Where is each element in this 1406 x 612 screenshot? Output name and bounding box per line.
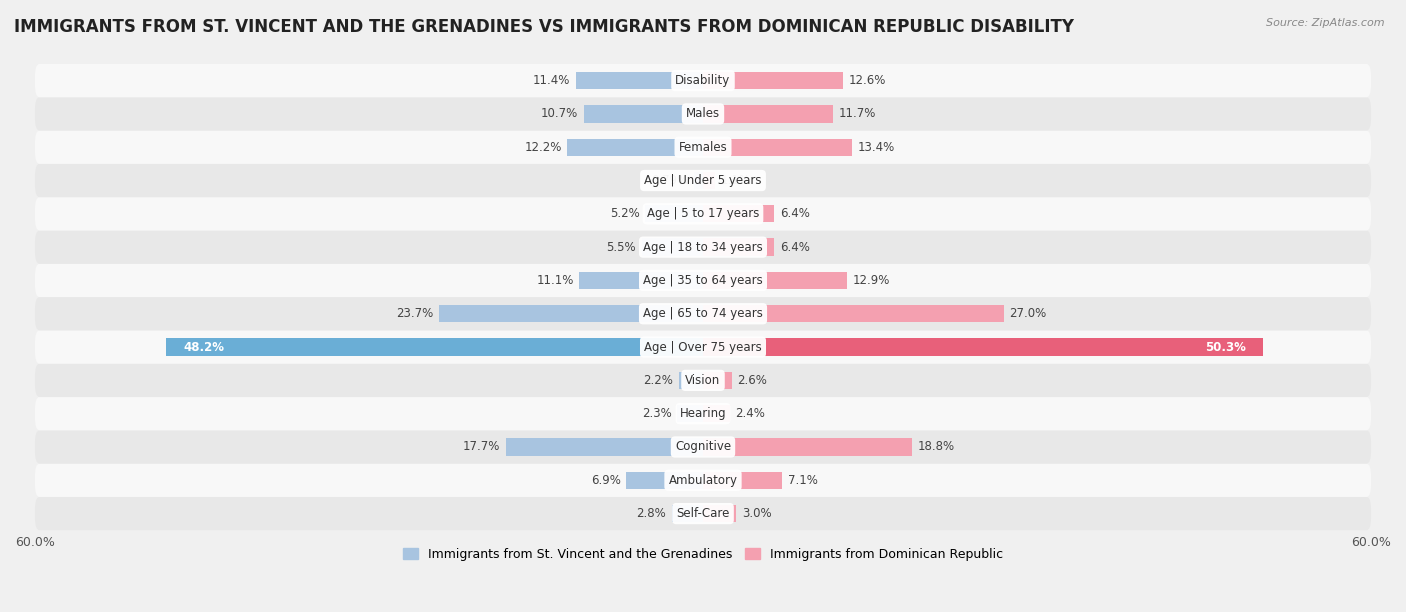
Bar — [703, 138, 852, 156]
FancyBboxPatch shape — [35, 464, 1371, 497]
Text: 13.4%: 13.4% — [858, 141, 896, 154]
Bar — [703, 371, 733, 389]
FancyBboxPatch shape — [35, 297, 1371, 330]
Bar — [703, 405, 730, 422]
Bar — [695, 172, 703, 189]
FancyBboxPatch shape — [35, 164, 1371, 197]
Text: 48.2%: 48.2% — [183, 340, 224, 354]
Bar — [506, 438, 703, 455]
Text: 11.7%: 11.7% — [839, 108, 876, 121]
Text: 6.4%: 6.4% — [780, 241, 810, 253]
Bar — [703, 338, 1263, 356]
Text: Age | 65 to 74 years: Age | 65 to 74 years — [643, 307, 763, 320]
Bar — [703, 438, 912, 455]
Text: 12.2%: 12.2% — [524, 141, 561, 154]
Text: Age | 35 to 64 years: Age | 35 to 64 years — [643, 274, 763, 287]
Text: Ambulatory: Ambulatory — [668, 474, 738, 487]
Bar — [703, 505, 737, 522]
Bar — [703, 239, 775, 256]
Text: Vision: Vision — [685, 374, 721, 387]
Legend: Immigrants from St. Vincent and the Grenadines, Immigrants from Dominican Republ: Immigrants from St. Vincent and the Gren… — [398, 543, 1008, 566]
Text: Source: ZipAtlas.com: Source: ZipAtlas.com — [1267, 18, 1385, 28]
Bar — [645, 205, 703, 223]
Text: Females: Females — [679, 141, 727, 154]
FancyBboxPatch shape — [35, 64, 1371, 97]
Text: 5.2%: 5.2% — [610, 207, 640, 220]
Text: 2.8%: 2.8% — [637, 507, 666, 520]
Text: 11.4%: 11.4% — [533, 74, 571, 87]
Text: Age | 18 to 34 years: Age | 18 to 34 years — [643, 241, 763, 253]
Bar — [703, 72, 844, 89]
Text: 12.9%: 12.9% — [852, 274, 890, 287]
FancyBboxPatch shape — [35, 364, 1371, 397]
Text: 50.3%: 50.3% — [1205, 340, 1246, 354]
Text: 5.5%: 5.5% — [606, 241, 636, 253]
Bar — [703, 272, 846, 289]
Text: 2.3%: 2.3% — [643, 407, 672, 420]
FancyBboxPatch shape — [35, 264, 1371, 297]
FancyBboxPatch shape — [35, 397, 1371, 430]
Text: 1.1%: 1.1% — [721, 174, 751, 187]
Bar — [679, 371, 703, 389]
Bar — [703, 205, 775, 223]
Text: 11.1%: 11.1% — [537, 274, 574, 287]
Bar — [579, 272, 703, 289]
Text: Age | 5 to 17 years: Age | 5 to 17 years — [647, 207, 759, 220]
Text: 0.79%: 0.79% — [651, 174, 689, 187]
Text: Age | Over 75 years: Age | Over 75 years — [644, 340, 762, 354]
Text: Disability: Disability — [675, 74, 731, 87]
Text: 2.2%: 2.2% — [643, 374, 673, 387]
Text: Cognitive: Cognitive — [675, 441, 731, 453]
Bar — [626, 472, 703, 489]
FancyBboxPatch shape — [35, 130, 1371, 164]
Bar — [166, 338, 703, 356]
Text: IMMIGRANTS FROM ST. VINCENT AND THE GRENADINES VS IMMIGRANTS FROM DOMINICAN REPU: IMMIGRANTS FROM ST. VINCENT AND THE GREN… — [14, 18, 1074, 36]
Text: 18.8%: 18.8% — [918, 441, 955, 453]
Text: 2.4%: 2.4% — [735, 407, 765, 420]
Text: 2.6%: 2.6% — [738, 374, 768, 387]
Text: 7.1%: 7.1% — [787, 474, 817, 487]
Text: Males: Males — [686, 108, 720, 121]
Text: Age | Under 5 years: Age | Under 5 years — [644, 174, 762, 187]
FancyBboxPatch shape — [35, 330, 1371, 364]
Bar — [567, 138, 703, 156]
FancyBboxPatch shape — [35, 497, 1371, 530]
Bar — [583, 105, 703, 122]
Bar — [703, 172, 716, 189]
Text: 6.4%: 6.4% — [780, 207, 810, 220]
Text: Hearing: Hearing — [679, 407, 727, 420]
Text: Self-Care: Self-Care — [676, 507, 730, 520]
FancyBboxPatch shape — [35, 430, 1371, 464]
Text: 17.7%: 17.7% — [463, 441, 501, 453]
Text: 10.7%: 10.7% — [541, 108, 578, 121]
Bar — [678, 405, 703, 422]
Text: 27.0%: 27.0% — [1010, 307, 1046, 320]
Text: 6.9%: 6.9% — [591, 474, 620, 487]
Bar — [703, 305, 1004, 323]
Bar — [439, 305, 703, 323]
Bar — [672, 505, 703, 522]
FancyBboxPatch shape — [35, 231, 1371, 264]
FancyBboxPatch shape — [35, 97, 1371, 130]
Bar — [576, 72, 703, 89]
Text: 23.7%: 23.7% — [396, 307, 433, 320]
Bar — [641, 239, 703, 256]
Bar — [703, 472, 782, 489]
Text: 12.6%: 12.6% — [849, 74, 886, 87]
Text: 3.0%: 3.0% — [742, 507, 772, 520]
Bar — [703, 105, 834, 122]
FancyBboxPatch shape — [35, 197, 1371, 231]
